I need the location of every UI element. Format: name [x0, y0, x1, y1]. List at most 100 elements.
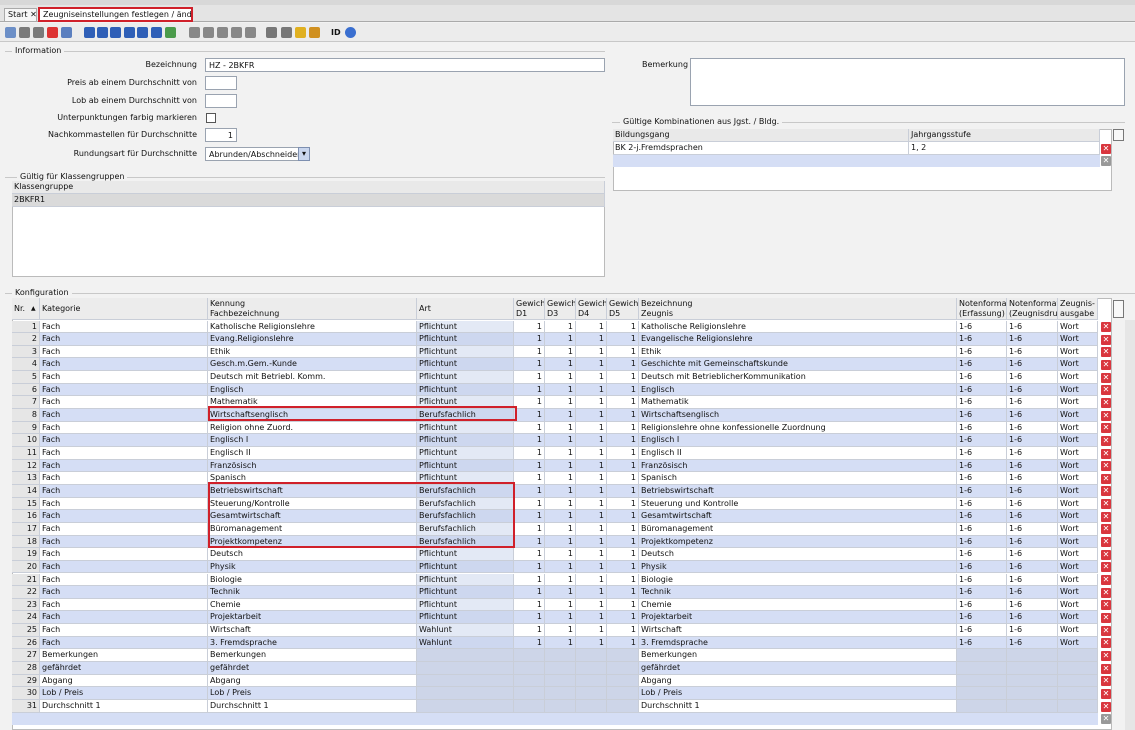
cell[interactable]: 30	[12, 687, 40, 700]
delete-button[interactable]: ✕	[1101, 511, 1111, 522]
cell[interactable]: Spanisch	[208, 472, 417, 485]
cell[interactable]: Fach	[40, 383, 208, 397]
cell[interactable]: Evang.Religionslehre	[208, 333, 417, 346]
cell[interactable]	[417, 662, 514, 675]
cell[interactable]: 1-6	[1007, 421, 1058, 435]
cell[interactable]: 1	[514, 421, 545, 435]
cell[interactable]: 1	[576, 484, 607, 498]
cell[interactable]: Fach	[40, 560, 208, 574]
cell[interactable]: 1	[545, 472, 576, 485]
cell[interactable]: 1-6	[957, 421, 1007, 435]
cell[interactable]: 24	[12, 611, 40, 625]
cell[interactable]: 1	[576, 598, 607, 612]
cell[interactable]: 1-6	[1007, 522, 1058, 536]
cell[interactable]: 1	[514, 345, 545, 359]
delete-button[interactable]: ✕	[1101, 701, 1111, 712]
cell[interactable]: 23	[12, 598, 40, 612]
column-header[interactable]: Bildungsgang	[613, 129, 909, 142]
delete-button[interactable]: ✕	[1101, 461, 1111, 472]
cell[interactable]: 20	[12, 560, 40, 574]
delete-button[interactable]: ✕	[1101, 347, 1111, 358]
cell[interactable]: Wort	[1058, 472, 1098, 485]
cell[interactable]: 21	[12, 573, 40, 587]
tab[interactable]: Start ✕	[4, 8, 37, 22]
cell[interactable]	[514, 649, 545, 663]
cell[interactable]: 1	[514, 358, 545, 372]
cell[interactable]: Pflichtunt	[417, 320, 514, 334]
delete-button[interactable]: ✕	[1101, 322, 1111, 332]
cell[interactable]: 1	[607, 598, 639, 612]
cell[interactable]: 1	[607, 409, 639, 422]
cell[interactable]: 1	[545, 522, 576, 536]
cell[interactable]	[607, 674, 639, 688]
cell[interactable]: 1-6	[957, 447, 1007, 460]
cell[interactable]: 1	[607, 459, 639, 473]
cell[interactable]: 29	[12, 674, 40, 688]
cell[interactable]: 1-6	[957, 510, 1007, 523]
cell[interactable]: 1	[545, 320, 576, 334]
cell[interactable]: Wort	[1058, 484, 1098, 498]
delete-button[interactable]: ✕	[1101, 612, 1111, 623]
cell[interactable]: 1-6	[957, 409, 1007, 422]
cell[interactable]: 1	[607, 624, 639, 637]
cell[interactable]: 17	[12, 522, 40, 536]
cell[interactable]	[1007, 662, 1058, 675]
cell[interactable]: Mathematik	[208, 396, 417, 410]
cell[interactable]: 1	[545, 396, 576, 410]
cell[interactable]: Steuerung und Kontrolle	[639, 497, 957, 511]
cell[interactable]: Fach	[40, 535, 208, 549]
cell[interactable]: 1-6	[1007, 459, 1058, 473]
cell[interactable]: Geschichte mit Gemeinschaftskunde	[639, 358, 957, 372]
cell[interactable]	[576, 674, 607, 688]
cell[interactable]: Wort	[1058, 371, 1098, 384]
cell[interactable]: Fach	[40, 371, 208, 384]
cell[interactable]: Fach	[40, 484, 208, 498]
cell[interactable]: 1-6	[1007, 598, 1058, 612]
cell[interactable]: Fach	[40, 624, 208, 637]
cell[interactable]	[1058, 700, 1098, 713]
cell[interactable]: Pflichtunt	[417, 586, 514, 599]
cell[interactable]: 31	[12, 700, 40, 713]
cell[interactable]: 1	[607, 358, 639, 372]
delete-button[interactable]: ✕	[1101, 473, 1111, 484]
column-header[interactable]: Jahrgangsstufe	[909, 129, 1100, 142]
toolbar-button[interactable]	[137, 27, 148, 38]
cell[interactable]: Pflichtunt	[417, 345, 514, 359]
cell[interactable]: 1	[545, 484, 576, 498]
cell[interactable]: 15	[12, 497, 40, 511]
cell[interactable]: 26	[12, 636, 40, 650]
tab-active[interactable]: Zeugniseinstellungen festlegen / ändern …	[38, 7, 193, 22]
cell[interactable]: Englisch	[639, 383, 957, 397]
cell[interactable]	[514, 662, 545, 675]
cell[interactable]: 13	[12, 472, 40, 485]
toolbar-button[interactable]	[33, 27, 44, 38]
cell[interactable]: Wort	[1058, 421, 1098, 435]
cell[interactable]: 1	[545, 560, 576, 574]
cell[interactable]: 1	[514, 624, 545, 637]
cell[interactable]: 1	[607, 497, 639, 511]
cell[interactable]: 1	[514, 434, 545, 447]
cell[interactable]: 1	[545, 421, 576, 435]
cell[interactable]: 10	[12, 434, 40, 447]
cell[interactable]: 1-6	[1007, 586, 1058, 599]
cell[interactable]: 1-6	[957, 573, 1007, 587]
column-header-bg[interactable]	[639, 298, 957, 320]
cell[interactable]	[957, 687, 1007, 700]
cell[interactable]	[417, 700, 514, 713]
cell[interactable]: 1	[514, 497, 545, 511]
cell[interactable]: 1-6	[957, 333, 1007, 346]
cell[interactable]: Wort	[1058, 383, 1098, 397]
cell[interactable]: 1	[607, 383, 639, 397]
cell[interactable]: 1	[607, 434, 639, 447]
cell[interactable]	[514, 700, 545, 713]
delete-button[interactable]: ✕	[1101, 499, 1111, 510]
cell[interactable]: 2	[12, 333, 40, 346]
cell[interactable]: Pflichtunt	[417, 421, 514, 435]
cell[interactable]: Ethik	[639, 345, 957, 359]
cell[interactable]: 1	[607, 548, 639, 561]
cell[interactable]: Pflichtunt	[417, 447, 514, 460]
cell[interactable]: BK 2-j.Fremdsprachen	[613, 142, 909, 155]
cell[interactable]: Gesamtwirtschaft	[208, 510, 417, 523]
cell[interactable]: Wirtschaftsenglisch	[639, 409, 957, 422]
cell[interactable]: 8	[12, 409, 40, 422]
